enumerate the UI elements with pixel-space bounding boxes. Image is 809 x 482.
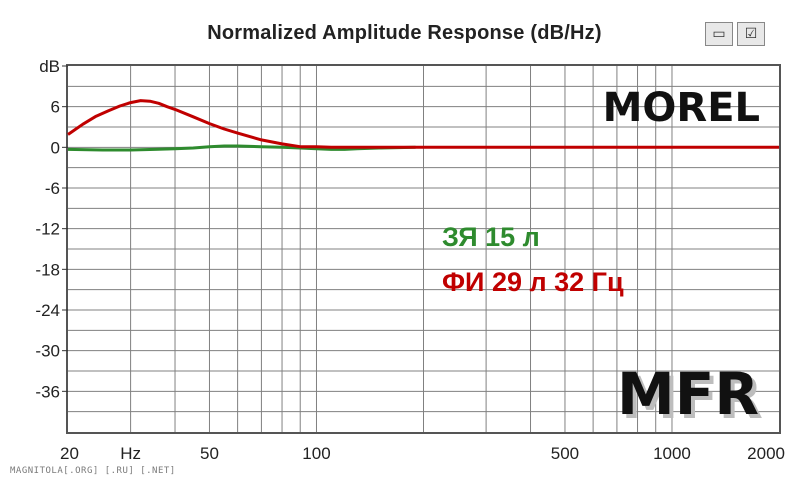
- y-tick-label: -24: [35, 301, 60, 320]
- y-tick-label: -30: [35, 342, 60, 361]
- y-axis: 6 0 -6 -12 -18 -24 -30 -36 dB: [35, 57, 68, 401]
- x-tick-label: 20: [60, 444, 79, 463]
- y-tick-label: 0: [51, 138, 60, 157]
- x-tick-label: 500: [551, 444, 579, 463]
- checklist-icon[interactable]: ☑: [737, 22, 765, 46]
- x-axis: 20 50 100 500 1000 2000 Hz: [60, 444, 785, 463]
- x-tick-label: Hz: [120, 444, 141, 463]
- y-tick-label: -18: [35, 260, 60, 279]
- chart-title: Normalized Amplitude Response (dB/Hz): [207, 22, 602, 44]
- graph-window-icon[interactable]: ▭: [705, 22, 733, 46]
- series-line: [67, 144, 416, 152]
- series-line: [67, 99, 779, 149]
- legend-label-bass-reflex: ФИ 29 л 32 Гц: [442, 267, 624, 297]
- legend-label-closed-box: ЗЯ 15 л: [442, 222, 540, 252]
- y-tick-label: 6: [51, 98, 60, 117]
- x-tick-label: 1000: [653, 444, 691, 463]
- series-lines: [67, 99, 779, 152]
- y-tick-label: -6: [45, 179, 60, 198]
- mfr-label-shadow: MFR: [621, 364, 763, 432]
- x-tick-label: 2000: [747, 444, 785, 463]
- y-tick-label: -36: [35, 382, 60, 401]
- x-tick-label: 50: [200, 444, 219, 463]
- y-tick-label: dB: [39, 57, 60, 76]
- y-tick-label: -12: [35, 220, 60, 239]
- brand-label: MOREL: [603, 85, 760, 131]
- watermark-text: MAGNITOLA[.ORG] [.RU] [.NET]: [10, 466, 176, 476]
- mfr-label: MFR: [617, 360, 759, 428]
- chart-toolbar: ▭ ☑: [703, 20, 769, 46]
- x-tick-label: 100: [302, 444, 330, 463]
